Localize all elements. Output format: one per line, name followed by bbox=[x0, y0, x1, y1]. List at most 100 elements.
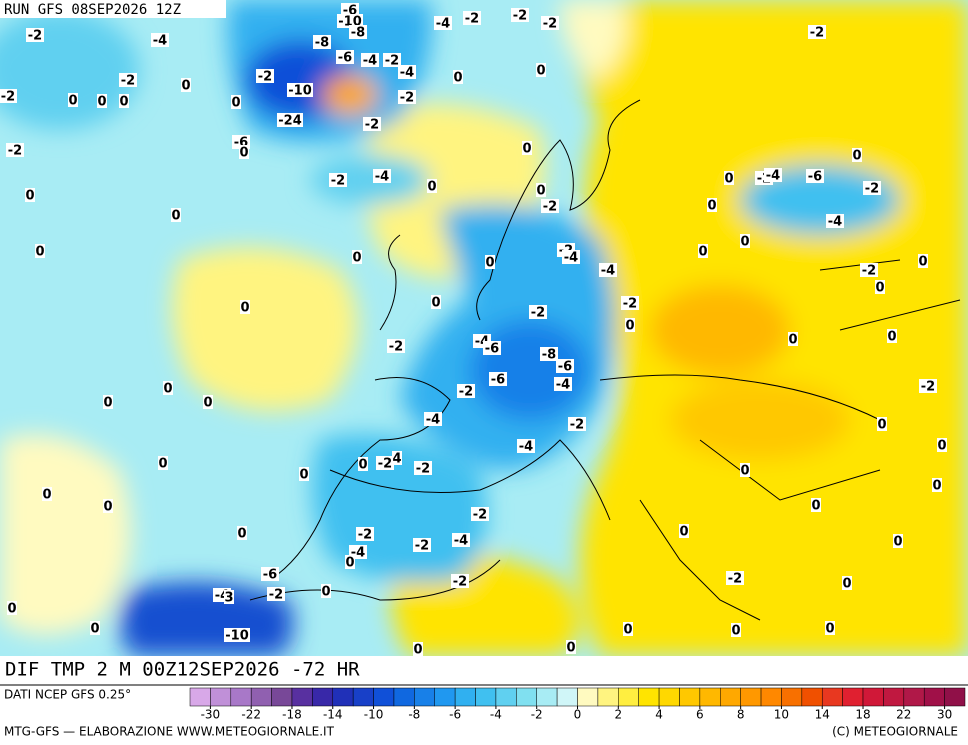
colorbar-swatch bbox=[740, 687, 762, 707]
colorbar-swatch bbox=[720, 687, 741, 707]
contour-label: -2 bbox=[269, 588, 283, 603]
contour-label: 0 bbox=[231, 96, 240, 111]
label-bg bbox=[414, 461, 432, 475]
label-bg bbox=[764, 168, 782, 182]
colorbar-swatch bbox=[495, 687, 517, 707]
contour-label: -4 bbox=[153, 34, 167, 49]
label-bg bbox=[554, 377, 572, 391]
contour-label: 0 bbox=[788, 333, 797, 348]
label-bg bbox=[163, 381, 173, 395]
label-bg bbox=[562, 250, 580, 264]
colorbar-swatch bbox=[373, 687, 395, 707]
contour-label: 0 bbox=[536, 184, 545, 199]
label-bg bbox=[42, 487, 52, 501]
colorbar-tick-label: 14 bbox=[815, 708, 830, 722]
contour-label: -2 bbox=[28, 29, 42, 44]
contour-label: -6 bbox=[558, 360, 572, 375]
label-bg bbox=[151, 33, 169, 47]
contour-label: 0 bbox=[887, 330, 896, 345]
contour-label: 0 bbox=[181, 79, 190, 94]
label-bg bbox=[937, 438, 947, 452]
contour-label: -2 bbox=[862, 264, 876, 279]
contour-label: -2 bbox=[8, 144, 22, 159]
contour-label: -2 bbox=[416, 462, 430, 477]
contour-label: 0 bbox=[932, 479, 941, 494]
contour-label: 0 bbox=[203, 396, 212, 411]
contour-label: 0 bbox=[7, 602, 16, 617]
contour-label: -2 bbox=[473, 508, 487, 523]
colorbar-swatch bbox=[801, 687, 823, 707]
colorbar-swatch bbox=[760, 687, 782, 707]
label-bg bbox=[35, 244, 45, 258]
label-bg bbox=[68, 93, 78, 107]
label-bg bbox=[337, 14, 363, 28]
contour-label: 4 bbox=[392, 452, 401, 467]
label-bg bbox=[413, 642, 423, 656]
contour-label: -2 bbox=[623, 297, 637, 312]
contour-label: -4 bbox=[564, 251, 578, 266]
colorbar-swatch bbox=[556, 687, 578, 707]
contour-label: 0 bbox=[240, 301, 249, 316]
contour-label: -8 bbox=[351, 26, 365, 41]
contour-label: -2 bbox=[531, 306, 545, 321]
label-bg bbox=[376, 456, 394, 470]
label-bg bbox=[413, 538, 431, 552]
colorbar-swatch bbox=[577, 687, 599, 707]
contour-label: -2 bbox=[385, 54, 399, 69]
colorbar-tick-label: 2 bbox=[614, 708, 622, 722]
label-bg bbox=[893, 534, 903, 548]
contour-label: -2 bbox=[513, 9, 527, 24]
contour-label: 0 bbox=[623, 623, 632, 638]
contour-label: 0 bbox=[698, 245, 707, 260]
label-bg bbox=[875, 280, 885, 294]
colorbar-swatch bbox=[903, 687, 925, 707]
run-label: RUN GFS 08SEP2026 12Z bbox=[4, 2, 181, 18]
label-bg bbox=[299, 467, 309, 481]
label-bg bbox=[287, 83, 313, 97]
contour-label: -2 bbox=[543, 17, 557, 32]
label-bg bbox=[707, 198, 717, 212]
contour-label: -2 bbox=[810, 26, 824, 41]
contour-label: -2 bbox=[121, 74, 135, 89]
contour-label: -2 bbox=[1, 90, 15, 105]
label-bg bbox=[452, 533, 470, 547]
contour-label: -4 bbox=[454, 534, 468, 549]
contour-label: 0 bbox=[731, 624, 740, 639]
colorbar-swatch bbox=[250, 687, 272, 707]
label-bg bbox=[566, 640, 576, 654]
label-bg bbox=[556, 359, 574, 373]
contour-label: -2 bbox=[865, 182, 879, 197]
source-label: DATI NCEP GFS 0.25° bbox=[4, 688, 131, 702]
contour-label: 0 bbox=[299, 468, 308, 483]
label-bg bbox=[203, 395, 213, 409]
label-bg bbox=[387, 339, 405, 353]
label-bg bbox=[6, 143, 24, 157]
colorbar-tick-label: 18 bbox=[855, 708, 870, 722]
contour-label: 0 bbox=[321, 585, 330, 600]
colorbar-swatch bbox=[638, 687, 660, 707]
label-bg bbox=[740, 234, 750, 248]
title-box bbox=[0, 656, 456, 685]
contour-label: 0 bbox=[42, 488, 51, 503]
contour-label: 0 bbox=[875, 281, 884, 296]
label-bg bbox=[171, 208, 181, 222]
label-bg bbox=[349, 25, 367, 39]
label-bg bbox=[471, 507, 489, 521]
label-bg bbox=[383, 53, 401, 67]
colorbar-tick-label: 10 bbox=[774, 708, 789, 722]
contour-label: -6 bbox=[491, 373, 505, 388]
label-bg bbox=[97, 94, 107, 108]
label-bg bbox=[392, 451, 402, 465]
contour-label: -2 bbox=[400, 91, 414, 106]
colorbar-swatch bbox=[821, 687, 843, 707]
label-bg bbox=[808, 25, 826, 39]
label-bg bbox=[321, 584, 331, 598]
label-bg bbox=[698, 244, 708, 258]
footer-right: (C) METEOGIORNALE bbox=[832, 725, 958, 739]
contour-label: 0 bbox=[68, 94, 77, 109]
colorbar-swatch bbox=[332, 687, 354, 707]
colorbar-tick-label: 8 bbox=[737, 708, 745, 722]
field-title: DIF TMP 2 M 00Z12SEP2026 -72 HR bbox=[5, 659, 360, 681]
